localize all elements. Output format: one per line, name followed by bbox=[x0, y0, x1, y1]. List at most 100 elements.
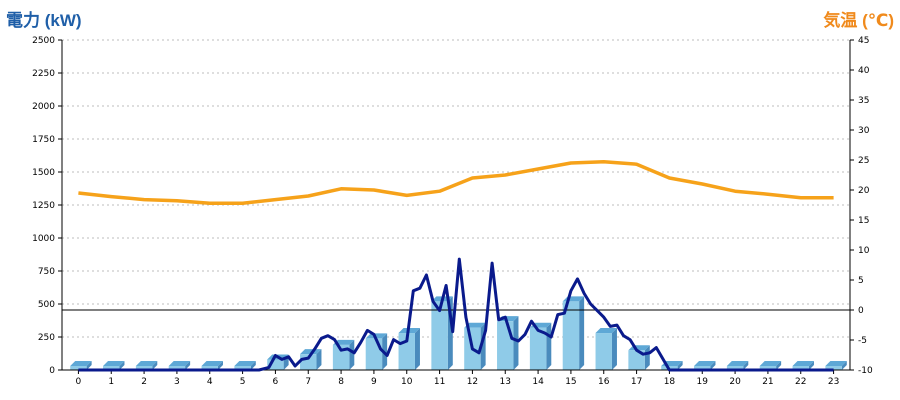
bar-0 bbox=[70, 361, 92, 370]
right-tick-label-25: 25 bbox=[858, 156, 869, 166]
right-tick-label--5: -5 bbox=[858, 336, 867, 346]
bar-face bbox=[825, 366, 842, 370]
x-tick-label-15: 15 bbox=[565, 377, 576, 387]
x-tick-label-5: 5 bbox=[240, 377, 246, 387]
bar-top bbox=[103, 361, 125, 366]
right-tick-label-30: 30 bbox=[858, 126, 870, 136]
right-axis-title: 気温 (℃) bbox=[823, 11, 894, 30]
bar-side bbox=[349, 339, 355, 370]
bar-side bbox=[743, 361, 749, 370]
left-axis-title: 電力 (kW) bbox=[6, 11, 82, 30]
bar-face bbox=[365, 338, 383, 370]
bar-face bbox=[562, 301, 580, 370]
bar-side bbox=[546, 322, 552, 370]
bar-side bbox=[119, 361, 125, 370]
bar-side bbox=[217, 361, 223, 370]
bar-2 bbox=[135, 361, 158, 370]
bar-top bbox=[135, 361, 158, 366]
bar-face bbox=[201, 366, 218, 370]
bar-21 bbox=[759, 361, 782, 370]
bar-3 bbox=[168, 361, 191, 370]
bar-19 bbox=[694, 361, 716, 370]
x-tick-label-10: 10 bbox=[401, 377, 413, 387]
bar-face bbox=[168, 366, 186, 370]
x-tick-label-18: 18 bbox=[664, 377, 676, 387]
bar-20 bbox=[726, 361, 749, 370]
right-tick-label-40: 40 bbox=[858, 66, 870, 76]
x-tick-label-22: 22 bbox=[795, 377, 806, 387]
bar-face bbox=[135, 366, 153, 370]
left-tick-label-750: 750 bbox=[38, 267, 55, 277]
bar-top bbox=[825, 361, 847, 366]
bar-top bbox=[168, 361, 191, 366]
right-tick-label-0: 0 bbox=[858, 306, 864, 316]
left-tick-label-1500: 1500 bbox=[32, 168, 55, 178]
x-tick-label-7: 7 bbox=[305, 377, 311, 387]
right-tick-label-20: 20 bbox=[858, 186, 870, 196]
axes bbox=[58, 39, 854, 374]
bar-15 bbox=[562, 296, 585, 370]
right-tick-label--10: -10 bbox=[858, 366, 873, 376]
bar-top bbox=[464, 322, 486, 328]
x-tick-label-6: 6 bbox=[273, 377, 279, 387]
x-tick-label-9: 9 bbox=[371, 377, 377, 387]
bar-side bbox=[579, 296, 585, 370]
bar-23 bbox=[825, 361, 847, 370]
bar-top bbox=[365, 333, 388, 339]
bar-top bbox=[201, 361, 223, 366]
bar-face bbox=[595, 333, 612, 370]
x-tick-label-3: 3 bbox=[174, 377, 180, 387]
temperature-line bbox=[78, 160, 834, 205]
lines bbox=[78, 160, 834, 372]
x-tick-label-8: 8 bbox=[338, 377, 344, 387]
bar-4 bbox=[201, 361, 223, 370]
bar-top bbox=[792, 361, 814, 366]
bar-side bbox=[185, 361, 191, 370]
bar-face bbox=[431, 301, 448, 370]
bar-17 bbox=[628, 345, 650, 370]
bar-top bbox=[694, 361, 716, 366]
x-tick-label-21: 21 bbox=[762, 377, 773, 387]
right-tick-label-5: 5 bbox=[858, 276, 864, 286]
right-tick-label-10: 10 bbox=[858, 246, 870, 256]
grid bbox=[62, 39, 850, 338]
power-line bbox=[78, 257, 834, 372]
x-tick-label-17: 17 bbox=[631, 377, 642, 387]
bar-top bbox=[70, 361, 92, 366]
bar-side bbox=[710, 361, 716, 370]
bar-face bbox=[529, 327, 547, 370]
bar-5 bbox=[234, 361, 256, 370]
x-tick-label-23: 23 bbox=[828, 377, 839, 387]
bar-22 bbox=[792, 361, 814, 370]
bar-face bbox=[234, 366, 251, 370]
x-tick-label-16: 16 bbox=[598, 377, 610, 387]
bar-side bbox=[644, 345, 650, 370]
bar-face bbox=[70, 366, 87, 370]
x-tick-label-19: 19 bbox=[697, 377, 709, 387]
bar-face bbox=[792, 366, 809, 370]
bar-face bbox=[332, 344, 350, 370]
bar-10 bbox=[398, 328, 420, 370]
bar-side bbox=[776, 361, 782, 370]
bar-face bbox=[759, 366, 777, 370]
bar-side bbox=[677, 361, 683, 370]
right-tick-label-35: 35 bbox=[858, 96, 869, 106]
x-tick-label-14: 14 bbox=[532, 377, 544, 387]
left-tick-label-2250: 2250 bbox=[32, 69, 55, 79]
bar-side bbox=[611, 328, 617, 370]
bar-side bbox=[316, 349, 322, 370]
tick-labels: 02505007501000125015001750200022502500-1… bbox=[32, 36, 873, 387]
left-tick-label-1250: 1250 bbox=[32, 201, 55, 211]
bar-face bbox=[497, 321, 514, 370]
right-tick-label-45: 45 bbox=[858, 36, 869, 46]
bar-face bbox=[726, 366, 744, 370]
left-tick-label-500: 500 bbox=[38, 300, 55, 310]
x-tick-label-0: 0 bbox=[76, 377, 82, 387]
left-tick-label-250: 250 bbox=[38, 333, 55, 343]
left-tick-label-2000: 2000 bbox=[32, 102, 55, 112]
bar-top bbox=[726, 361, 749, 366]
bar-side bbox=[513, 316, 519, 370]
bar-top bbox=[300, 349, 322, 355]
bar-side bbox=[841, 361, 847, 370]
